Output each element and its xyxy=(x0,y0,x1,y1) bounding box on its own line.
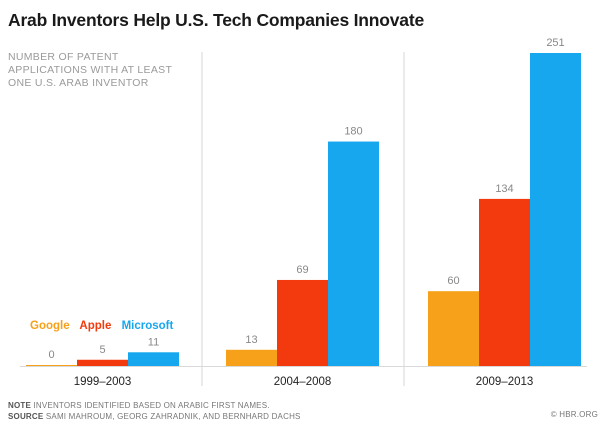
bar-microsoft xyxy=(128,352,179,366)
credit-text: © HBR.ORG xyxy=(550,410,598,419)
chart-subtitle: NUMBER OF PATENT APPLICATIONS WITH AT LE… xyxy=(8,51,208,90)
legend-apple: Apple xyxy=(79,320,112,332)
bar-google xyxy=(26,365,77,366)
bar-apple xyxy=(479,198,530,366)
bar-microsoft xyxy=(328,141,379,366)
bar-google xyxy=(226,349,277,366)
subtitle-line: ONE U.S. ARAB INVENTOR xyxy=(8,77,149,89)
footer-source: SOURCE SAMI MAHROUM, GEORG ZAHRADNIK, AN… xyxy=(8,411,301,422)
bar-apple xyxy=(277,279,328,366)
category-label: 2009–2013 xyxy=(476,376,534,388)
bar-microsoft xyxy=(530,53,581,366)
data-label: 134 xyxy=(495,183,513,195)
legend-microsoft: Microsoft xyxy=(121,320,174,332)
data-label: 5 xyxy=(99,344,105,356)
category-label: 2004–2008 xyxy=(274,376,332,388)
data-label: 11 xyxy=(148,336,159,348)
chart-legend: Google Apple Microsoft xyxy=(30,320,180,332)
chart-title: Arab Inventors Help U.S. Tech Companies … xyxy=(8,10,424,30)
data-label: 180 xyxy=(344,126,362,138)
data-label: 13 xyxy=(245,334,257,346)
data-label: 251 xyxy=(546,37,564,49)
note-text: INVENTORS IDENTIFIED BASED ON ARABIC FIR… xyxy=(33,401,270,410)
bar-google xyxy=(428,291,479,366)
data-label: 69 xyxy=(296,264,308,276)
category-label: 1999–2003 xyxy=(74,376,132,388)
chart-footer: NOTE INVENTORS IDENTIFIED BASED ON ARABI… xyxy=(8,400,301,422)
subtitle-line: APPLICATIONS WITH AT LEAST xyxy=(8,64,173,76)
footer-note: NOTE INVENTORS IDENTIFIED BASED ON ARABI… xyxy=(8,400,301,411)
subtitle-line: NUMBER OF PATENT xyxy=(8,51,119,63)
source-label: SOURCE xyxy=(8,412,44,421)
data-label: 0 xyxy=(48,349,54,361)
note-label: NOTE xyxy=(8,401,32,410)
bar-apple xyxy=(77,359,128,366)
data-label: 60 xyxy=(447,275,459,287)
source-text: SAMI MAHROUM, GEORG ZAHRADNIK, AND BERNH… xyxy=(45,412,301,421)
legend-google: Google xyxy=(30,320,70,332)
